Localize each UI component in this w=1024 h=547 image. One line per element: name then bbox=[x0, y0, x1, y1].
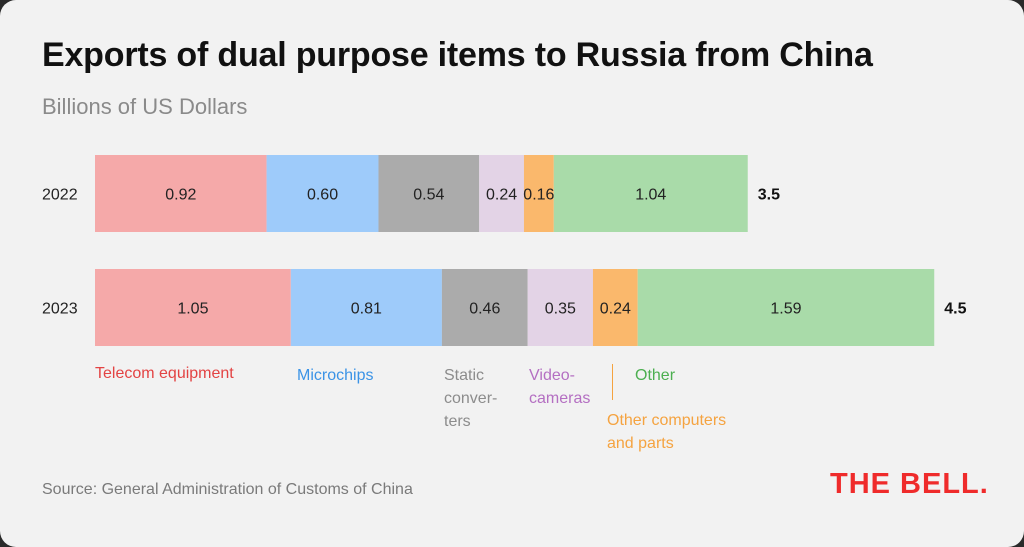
total-label-2023: 4.5 bbox=[944, 301, 966, 318]
legend-static-line-2: conver- bbox=[444, 390, 498, 407]
bar-value-label-2023-series-3: 0.35 bbox=[545, 301, 576, 318]
total-label-2022: 3.5 bbox=[758, 187, 780, 204]
bar-value-label-2022-series-0: 0.92 bbox=[165, 187, 196, 204]
bar-2023-series-5 bbox=[637, 269, 935, 346]
legend-other-computers-and-parts: Other computers and parts bbox=[607, 409, 726, 455]
bar-2022-series-1 bbox=[266, 155, 379, 232]
bar-2023-series-1 bbox=[290, 269, 442, 346]
legend-othercomp-line-2: and parts bbox=[607, 435, 674, 452]
legend-other: Other bbox=[635, 367, 676, 384]
bar-value-label-2022-series-2: 0.54 bbox=[413, 187, 444, 204]
legend-static-line-3: ters bbox=[444, 413, 471, 430]
bar-value-label-2023-series-1: 0.81 bbox=[351, 301, 382, 318]
bar-2022-series-3 bbox=[479, 155, 524, 232]
legend-video-line-1: Video- bbox=[529, 367, 575, 384]
bar-2023-series-0 bbox=[95, 269, 291, 346]
the-bell-logo: THE BELL. bbox=[830, 468, 989, 500]
legend-connector-line bbox=[612, 364, 613, 400]
legend-video-cameras: Video- cameras bbox=[529, 364, 590, 410]
bar-value-label-2023-series-5: 1.59 bbox=[770, 301, 801, 318]
year-label-2022: 2022 bbox=[42, 187, 78, 204]
bar-value-label-2022-series-5: 1.04 bbox=[635, 187, 666, 204]
chart-subtitle: Billions of US Dollars bbox=[42, 94, 248, 119]
bar-value-label-2022-series-4: 0.16 bbox=[523, 187, 554, 204]
bar-2023-series-4 bbox=[592, 269, 638, 346]
bar-2022-series-4 bbox=[523, 155, 554, 232]
legend-othercomp-line-1: Other computers bbox=[607, 412, 727, 429]
year-label-2023: 2023 bbox=[42, 301, 78, 318]
legend-static-converters: Static conver- ters bbox=[444, 364, 497, 433]
bar-2022-series-0 bbox=[95, 155, 267, 232]
bar-2023-series-2 bbox=[441, 269, 528, 346]
chart-title: Exports of dual purpose items to Russia … bbox=[42, 36, 873, 74]
bar-value-label-2023-series-0: 1.05 bbox=[177, 301, 208, 318]
bar-value-label-2022-series-3: 0.24 bbox=[486, 187, 517, 204]
legend-microchips: Microchips bbox=[297, 367, 374, 384]
bar-value-label-2023-series-4: 0.24 bbox=[600, 301, 631, 318]
bar-2022-series-2 bbox=[378, 155, 480, 232]
bar-value-label-2023-series-2: 0.46 bbox=[469, 301, 500, 318]
bar-value-label-2022-series-1: 0.60 bbox=[307, 187, 338, 204]
bar-2022-series-5 bbox=[553, 155, 748, 232]
bar-2023-series-3 bbox=[527, 269, 593, 346]
legend-telecom-equipment: Telecom equipment bbox=[95, 365, 234, 382]
legend-video-line-2: cameras bbox=[529, 390, 591, 407]
source-note: Source: General Administration of Custom… bbox=[42, 481, 413, 498]
legend-static-line-1: Static bbox=[444, 367, 485, 384]
